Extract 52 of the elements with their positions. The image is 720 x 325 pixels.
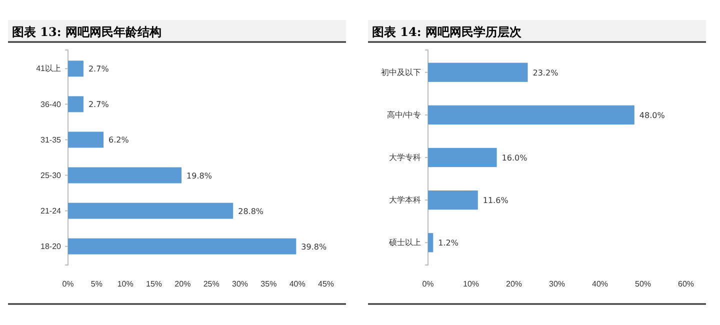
y-tick-label: 大学本科 [389, 196, 421, 205]
bar [428, 105, 634, 125]
x-tick-label: 40% [289, 280, 306, 289]
data-label: 16.0% [502, 154, 528, 162]
data-label: 11.6% [482, 196, 509, 206]
x-tick-label: 60% [678, 280, 694, 289]
data-label: 2.7% [88, 64, 110, 74]
y-tick-label: 41以上 [36, 64, 61, 74]
y-tick-label: 25-30 [40, 170, 62, 180]
bar [68, 202, 234, 219]
y-tick-label: 21-24 [40, 206, 62, 216]
bar [428, 148, 497, 168]
x-tick-label: 30% [548, 280, 566, 289]
y-tick-label: 18-20 [40, 242, 62, 251]
bar [68, 96, 84, 112]
bar [68, 167, 182, 184]
x-tick-label: 20% [506, 280, 522, 289]
x-tick-label: 0% [62, 280, 74, 289]
data-label: 23.2% [532, 68, 559, 78]
x-tick-label: 25% [203, 280, 220, 289]
data-label: 39.8% [301, 242, 327, 252]
y-tick-label: 大学专科 [389, 153, 421, 162]
data-label: 48.0% [639, 110, 666, 120]
data-label: 6.2% [108, 136, 130, 145]
bar [428, 62, 528, 82]
data-label: 2.7% [88, 100, 110, 110]
data-label: 1.2% [438, 238, 459, 248]
x-tick-label: 20% [174, 280, 191, 289]
x-tick-label: 35% [260, 280, 277, 289]
bar [428, 190, 478, 210]
x-tick-label: 50% [634, 280, 652, 289]
data-label: 28.8% [238, 206, 264, 216]
bar [68, 60, 84, 77]
data-label: 19.8% [186, 171, 212, 180]
bar [428, 233, 434, 252]
x-tick-label: 45% [318, 280, 334, 289]
chart-title: 图表 13: 网吧网民年龄结构 [12, 25, 162, 39]
x-tick-label: 15% [146, 280, 162, 289]
x-tick-label: 30% [232, 280, 248, 289]
y-tick-label: 高中/中专 [386, 110, 421, 120]
y-tick-label: 硕士以上 [388, 238, 421, 248]
x-tick-label: 40% [592, 280, 608, 289]
x-tick-label: 5% [90, 280, 102, 289]
x-tick-label: 10% [462, 280, 480, 289]
y-tick-label: 36-40 [40, 100, 62, 109]
chart-title: 图表 14: 网吧网民学历层次 [372, 25, 522, 39]
y-tick-label: 31-35 [40, 135, 62, 144]
bar [68, 132, 104, 148]
bar [68, 238, 296, 254]
x-tick-label: 10% [117, 280, 134, 289]
y-tick-label: 初中及以下 [381, 68, 421, 77]
x-tick-label: 0% [422, 280, 434, 289]
